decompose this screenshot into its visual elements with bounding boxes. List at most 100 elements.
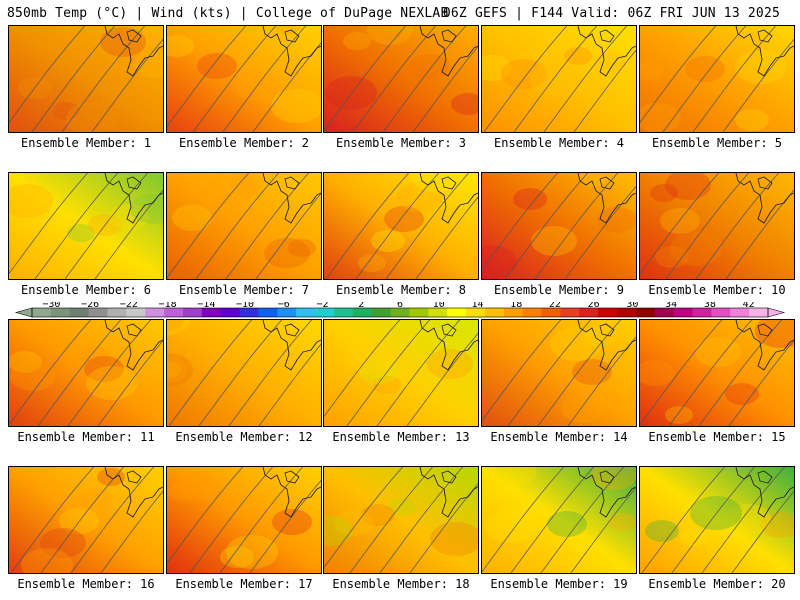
ensemble-member-caption: Ensemble Member: 7 — [178, 283, 310, 297]
colorbar-swatch — [50, 308, 71, 317]
ensemble-member-caption: Ensemble Member: 4 — [493, 136, 625, 150]
ensemble-map-panel — [639, 466, 795, 574]
colorbar-swatch — [182, 308, 203, 317]
colorbar-swatch — [579, 308, 599, 317]
colorbar-swatch — [277, 308, 297, 317]
colorbar-swatch — [503, 308, 524, 317]
colorbar-label: −26 — [81, 302, 99, 310]
colorbar-swatch — [541, 308, 561, 317]
ensemble-member-caption: Ensemble Member: 14 — [490, 430, 628, 444]
colorbar-label: −22 — [120, 302, 138, 310]
ensemble-map-panel — [166, 466, 322, 574]
colorbar-swatch — [69, 308, 90, 317]
colorbar-swatch — [466, 308, 486, 317]
colorbar-label: 18 — [510, 302, 522, 310]
ensemble-member-caption: Ensemble Member: 19 — [490, 577, 628, 591]
colorbar-swatch — [333, 308, 354, 317]
ensemble-map-panel — [8, 466, 164, 574]
colorbar-label: −10 — [236, 302, 254, 310]
colorbar-swatch — [239, 308, 259, 317]
ensemble-member-caption: Ensemble Member: 17 — [175, 577, 313, 591]
colorbar-swatch — [598, 308, 618, 317]
colorbar-swatch — [635, 308, 656, 317]
colorbar-swatch — [201, 308, 222, 317]
ensemble-map-panel — [8, 25, 164, 133]
ensemble-member-caption: Ensemble Member: 5 — [651, 136, 783, 150]
colorbar-swatch — [730, 308, 750, 317]
colorbar-swatch — [145, 308, 165, 317]
run-valid-time: 06Z GEFS | F144 Valid: 06Z FRI JUN 13 20… — [442, 6, 780, 21]
map-title: 850mb Temp (°C) | Wind (kts) | College o… — [7, 6, 449, 21]
colorbar-swatch — [522, 308, 543, 317]
ensemble-member-caption: Ensemble Member: 13 — [332, 430, 470, 444]
colorbar-swatch — [673, 308, 694, 317]
colorbar-swatch — [126, 308, 146, 317]
ensemble-map-panel — [323, 319, 479, 427]
colorbar-label: 34 — [665, 302, 677, 310]
colorbar-swatch — [220, 308, 241, 317]
ensemble-member-caption: Ensemble Member: 10 — [648, 283, 786, 297]
ensemble-member-caption: Ensemble Member: 12 — [175, 430, 313, 444]
colorbar-label: −6 — [278, 302, 290, 310]
colorbar-label: −14 — [197, 302, 215, 310]
colorbar-swatch — [32, 308, 52, 317]
ensemble-map-panel — [166, 172, 322, 280]
colorbar-label: 2 — [358, 302, 364, 310]
colorbar-label: 26 — [588, 302, 600, 310]
ensemble-member-caption: Ensemble Member: 2 — [178, 136, 310, 150]
colorbar-swatch — [749, 308, 769, 317]
ensemble-map-panel — [639, 25, 795, 133]
colorbar-label: 38 — [704, 302, 716, 310]
ensemble-member-caption: Ensemble Member: 8 — [335, 283, 467, 297]
colorbar-swatch — [390, 308, 410, 317]
colorbar-label: 42 — [743, 302, 755, 310]
colorbar-swatch — [617, 308, 637, 317]
ensemble-map-panel — [481, 466, 637, 574]
colorbar-swatch — [352, 308, 373, 317]
colorbar-label: −18 — [159, 302, 177, 310]
colorbar-label: −30 — [42, 302, 60, 310]
ensemble-member-caption: Ensemble Member: 3 — [335, 136, 467, 150]
ensemble-map-panel — [323, 25, 479, 133]
ensemble-map-panel — [323, 466, 479, 574]
ensemble-map-panel — [481, 319, 637, 427]
colorbar-label: 14 — [471, 302, 483, 310]
colorbar-swatch — [409, 308, 429, 317]
colorbar-swatch — [258, 308, 278, 317]
ensemble-map-panel — [166, 25, 322, 133]
colorbar-swatch — [447, 308, 467, 317]
colorbar-swatch — [164, 308, 184, 317]
colorbar-label: 30 — [626, 302, 638, 310]
ensemble-member-caption: Ensemble Member: 15 — [648, 430, 786, 444]
colorbar-swatch — [692, 308, 712, 317]
ensemble-map-panel — [323, 172, 479, 280]
colorbar-swatch — [484, 308, 505, 317]
colorbar-swatch — [711, 308, 731, 317]
colorbar-swatch — [371, 308, 392, 317]
colorbar-label: 10 — [433, 302, 445, 310]
ensemble-member-caption: Ensemble Member: 16 — [17, 577, 155, 591]
temperature-colorbar: −30 −26 −22 −18 −14 −10 −6 −2 2 6 10 14 18 22 26 30 34 38… — [14, 302, 786, 318]
ensemble-map-panel — [481, 172, 637, 280]
ensemble-map-panel — [481, 25, 637, 133]
ensemble-member-caption: Ensemble Member: 9 — [493, 283, 625, 297]
ensemble-map-panel — [166, 319, 322, 427]
ensemble-member-caption: Ensemble Member: 20 — [648, 577, 786, 591]
colorbar-swatch — [315, 308, 335, 317]
colorbar-swatch — [560, 308, 580, 317]
ensemble-map-panel — [639, 172, 795, 280]
ensemble-member-caption: Ensemble Member: 1 — [20, 136, 152, 150]
colorbar-label: 6 — [397, 302, 403, 310]
ensemble-member-caption: Ensemble Member: 6 — [20, 283, 152, 297]
colorbar-swatch — [654, 308, 675, 317]
ensemble-member-caption: Ensemble Member: 11 — [17, 430, 155, 444]
colorbar-swatch — [296, 308, 316, 317]
ensemble-member-caption: Ensemble Member: 18 — [332, 577, 470, 591]
colorbar-label: −2 — [317, 302, 329, 310]
colorbar-swatch — [88, 308, 108, 317]
colorbar-swatch — [107, 308, 127, 317]
ensemble-map-panel — [8, 319, 164, 427]
colorbar-label: 22 — [549, 302, 561, 310]
ensemble-map-panel — [639, 319, 795, 427]
colorbar-swatch — [428, 308, 448, 317]
